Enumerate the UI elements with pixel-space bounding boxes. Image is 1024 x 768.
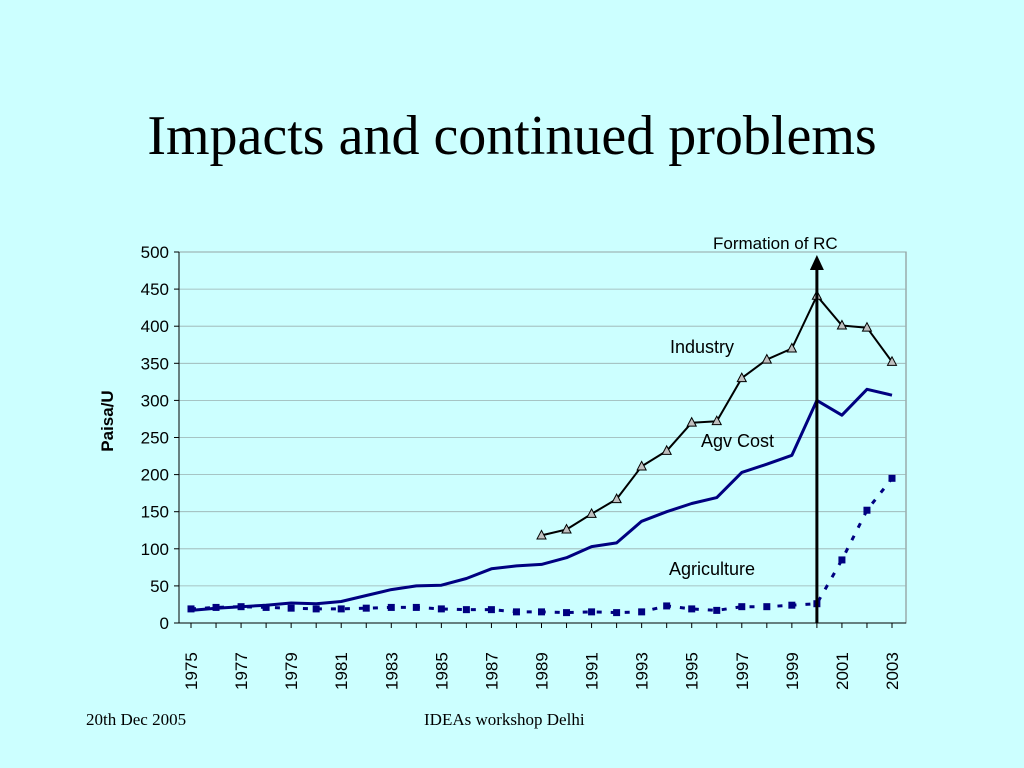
y-tick-label: 0 <box>160 614 169 633</box>
slide-title: Impacts and continued problems <box>147 105 877 167</box>
point-industry <box>661 444 673 455</box>
point-agriculture <box>437 605 445 613</box>
y-tick-label: 100 <box>141 540 169 559</box>
point-industry <box>761 353 773 364</box>
point-agriculture <box>713 606 721 614</box>
y-tick-label: 200 <box>141 466 169 485</box>
x-tick-label: 1991 <box>583 652 602 690</box>
point-agriculture <box>362 604 370 612</box>
point-agriculture <box>863 506 871 514</box>
point-industry <box>561 523 572 534</box>
x-tick-label: 1995 <box>683 652 702 690</box>
point-agriculture <box>512 608 520 616</box>
point-industry <box>736 372 748 383</box>
point-industry <box>586 507 597 518</box>
point-agriculture <box>237 603 245 611</box>
x-tick-label: 1997 <box>733 652 752 690</box>
x-tick-label: 1975 <box>182 652 201 690</box>
point-industry <box>711 415 723 426</box>
x-tick-label: 1981 <box>332 652 351 690</box>
x-tick-label: 1977 <box>232 652 251 690</box>
point-agriculture <box>613 609 621 617</box>
annotations <box>809 255 824 623</box>
x-tick-label: 2001 <box>833 652 852 690</box>
point-industry <box>836 319 848 330</box>
y-tick-label: 50 <box>150 577 169 596</box>
x-tick-label: 1993 <box>633 652 652 690</box>
point-industry <box>861 321 873 332</box>
point-agriculture <box>688 605 696 613</box>
x-tick-label: 1987 <box>482 652 501 690</box>
point-industry <box>536 529 547 540</box>
point-agriculture <box>212 603 220 611</box>
y-tick-label: 500 <box>141 243 169 262</box>
point-agriculture <box>387 603 395 611</box>
point-agriculture <box>638 608 646 616</box>
series-label-agv-cost: Agv Cost <box>701 431 774 451</box>
point-agriculture <box>312 605 320 613</box>
x-tick-label: 2003 <box>883 652 902 690</box>
point-agriculture <box>763 603 771 611</box>
footer-date: 20th Dec 2005 <box>86 710 187 729</box>
x-tick-label: 1979 <box>282 652 301 690</box>
formation-arrow-head <box>809 255 824 270</box>
point-agriculture <box>788 601 796 609</box>
y-tick-label: 450 <box>141 280 169 299</box>
x-tick-label: 1985 <box>432 652 451 690</box>
x-tick-label: 1983 <box>382 652 401 690</box>
point-agriculture <box>187 605 195 613</box>
point-agriculture <box>337 605 345 613</box>
point-agriculture <box>462 606 470 614</box>
point-agriculture <box>563 609 571 617</box>
point-industry <box>686 416 698 427</box>
point-industry <box>611 493 622 504</box>
series-label-industry: Industry <box>670 337 734 357</box>
y-tick-label: 300 <box>141 391 169 410</box>
axes: 0 50 100 150 200 250 300 350 400 450 500 1975 1977 19… <box>141 243 906 690</box>
series-line-agv-cost <box>190 387 893 612</box>
x-tick-label: 1989 <box>533 652 552 690</box>
point-industry <box>786 342 798 353</box>
y-tick-label: 400 <box>141 317 169 336</box>
point-agriculture <box>538 608 545 616</box>
point-agriculture <box>287 604 295 612</box>
point-industry <box>886 355 898 366</box>
point-agriculture <box>663 602 671 610</box>
y-tick-label: 250 <box>141 429 169 448</box>
series <box>187 289 898 617</box>
y-tick-label: 150 <box>141 503 169 522</box>
point-agriculture <box>262 603 270 611</box>
y-tick-label: 350 <box>141 354 169 373</box>
grid <box>179 251 906 587</box>
point-agriculture <box>487 606 495 614</box>
footer-event: IDEAs workshop Delhi <box>424 710 585 729</box>
y-axis-label: Paisa/U <box>98 390 117 451</box>
series-label-agriculture: Agriculture <box>669 559 755 579</box>
point-agriculture <box>738 603 746 611</box>
point-agriculture <box>412 603 420 611</box>
point-industry <box>636 460 647 471</box>
x-tick-label: 1999 <box>783 652 802 690</box>
formation-label: Formation of RC <box>713 234 838 253</box>
point-agriculture <box>888 474 896 482</box>
point-agriculture <box>838 556 846 564</box>
point-agriculture <box>588 608 596 616</box>
